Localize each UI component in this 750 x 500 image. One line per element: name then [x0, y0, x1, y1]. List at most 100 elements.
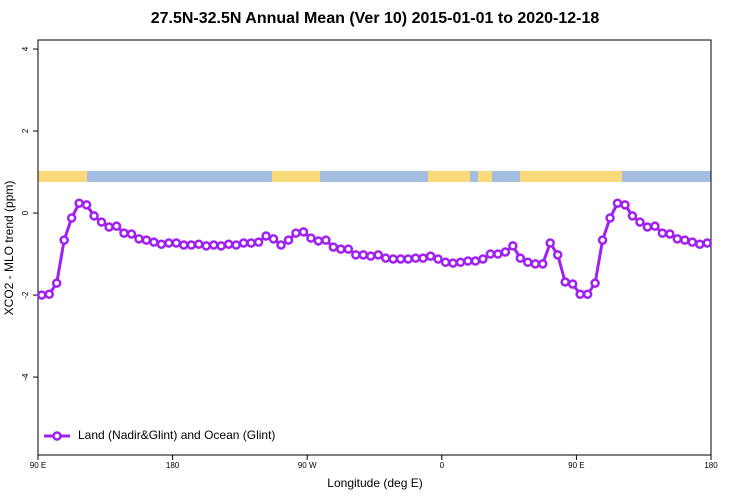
y-tick-label: -4: [21, 373, 30, 381]
data-point: [253, 237, 264, 247]
data-point: [575, 289, 585, 299]
x-tick-label: 180: [704, 461, 718, 470]
data-point: [81, 200, 92, 210]
data-point: [403, 254, 413, 264]
data-point: [627, 211, 638, 221]
y-tick-label: 2: [21, 128, 30, 133]
data-point: [590, 278, 600, 288]
data-point: [328, 242, 339, 252]
data-point: [149, 237, 159, 247]
data-point: [111, 221, 122, 231]
data-point: [306, 233, 316, 243]
data-point: [650, 221, 660, 231]
data-point: [687, 237, 698, 247]
y-axis-label: XCO2 - MLO trend (ppm): [2, 181, 16, 316]
data-point: [425, 251, 436, 261]
data-point: [597, 235, 608, 245]
data-point: [642, 222, 653, 232]
data-point: [321, 235, 331, 245]
x-axis-label: Longitude (deg E): [327, 476, 422, 490]
data-point: [283, 235, 294, 245]
y-tick-label: -2: [21, 291, 30, 299]
data-point: [291, 228, 301, 238]
data-point: [74, 198, 84, 208]
x-tick-label: 90 E: [30, 461, 46, 470]
data-point: [680, 235, 690, 245]
legend-label: Land (Nadir&Glint) and Ocean (Glint): [78, 428, 275, 442]
data-point: [470, 256, 481, 266]
data-point: [672, 234, 683, 244]
data-point: [231, 240, 241, 250]
data-point: [51, 278, 62, 288]
data-point: [538, 259, 548, 269]
data-point: [455, 257, 466, 268]
data-point: [44, 289, 54, 299]
data-point: [298, 227, 309, 237]
data-point: [463, 256, 473, 266]
data-point: [134, 234, 144, 244]
data-point: [657, 228, 668, 238]
data-point: [186, 240, 197, 250]
data-point: [418, 253, 428, 263]
data-point: [665, 229, 675, 239]
data-point: [59, 235, 69, 245]
data-point: [702, 238, 713, 248]
data-point: [351, 250, 361, 260]
data-point: [485, 249, 496, 259]
data-point: [238, 238, 249, 248]
data-point: [164, 238, 174, 248]
data-point: [440, 257, 451, 268]
data-point: [560, 277, 570, 287]
data-point: [358, 250, 369, 260]
data-point: [216, 241, 226, 251]
y-tick-label: 4: [21, 46, 30, 51]
data-point: [89, 211, 99, 221]
data-point: [126, 229, 137, 239]
data-point: [141, 235, 152, 245]
plot-frame: [37, 39, 712, 456]
data-point: [208, 240, 219, 250]
data-point: [515, 253, 526, 263]
data-point: [104, 222, 114, 232]
x-tick-label: 180: [166, 461, 180, 470]
x-tick-label: 90 E: [568, 461, 584, 470]
data-point: [171, 238, 182, 248]
data-point: [201, 241, 211, 251]
data-point: [523, 257, 533, 268]
data-point: [530, 259, 541, 269]
data-point: [223, 239, 234, 249]
data-point: [635, 217, 645, 227]
data-point: [194, 239, 204, 249]
data-point: [500, 247, 511, 257]
data-point: [612, 198, 623, 208]
data-point: [478, 254, 488, 264]
data-point: [179, 240, 189, 250]
data-point: [66, 213, 77, 223]
data-point: [380, 253, 391, 263]
data-point: [276, 240, 286, 250]
data-point: [567, 279, 578, 289]
data-point: [156, 239, 167, 249]
data-point: [582, 289, 593, 299]
x-tick-label: 0: [440, 461, 445, 470]
data-point: [508, 241, 518, 251]
data-point: [605, 213, 615, 223]
data-point: [261, 231, 271, 241]
data-point: [433, 254, 443, 264]
data-point: [119, 228, 129, 238]
data-point: [493, 249, 503, 259]
legend-marker: [52, 431, 62, 441]
data-point: [388, 254, 398, 264]
data-point: [96, 217, 107, 227]
data-point: [373, 250, 383, 260]
data-point: [246, 238, 256, 248]
x-tick-label: 90 W: [298, 461, 317, 470]
data-point: [545, 238, 555, 248]
data-point: [336, 244, 346, 254]
data-point: [695, 239, 705, 249]
chart-title: 27.5N-32.5N Annual Mean (Ver 10) 2015-01…: [151, 10, 600, 27]
data-point: [268, 234, 279, 244]
data-point: [366, 251, 376, 261]
data-point: [36, 290, 47, 300]
